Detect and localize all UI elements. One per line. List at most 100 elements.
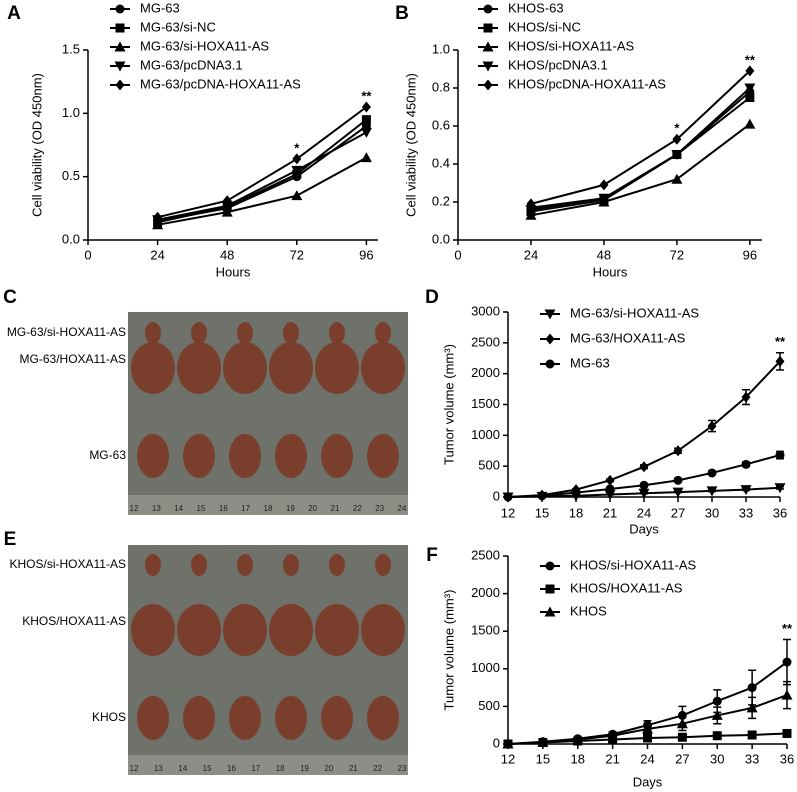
ruler-number: 19 [286, 504, 295, 513]
ruler-number: 20 [324, 764, 333, 773]
marker [605, 474, 615, 486]
x-axis-label: Hours [593, 264, 628, 279]
tumor [367, 696, 399, 740]
marker [744, 118, 756, 129]
legend-label: MG-63 [570, 355, 610, 370]
tumor [269, 604, 313, 656]
x-tick-label: 15 [535, 505, 549, 520]
marker [115, 79, 125, 91]
marker [598, 193, 610, 204]
x-tick-label: 36 [780, 751, 794, 766]
y-tick-label: 1500 [471, 396, 500, 411]
marker [782, 728, 792, 738]
tumor [183, 434, 215, 478]
marker [525, 205, 537, 216]
x-axis-label: Hours [216, 264, 251, 279]
tumor [177, 342, 221, 394]
marker [747, 730, 757, 740]
legend-label: KHOS/si-NC [508, 19, 581, 34]
x-tick-label: 96 [359, 247, 373, 262]
y-tick-label: 0.0 [62, 231, 80, 246]
ruler-number: 19 [300, 764, 309, 773]
series-line [157, 156, 367, 226]
tumor [229, 696, 261, 740]
x-tick-label: 12 [501, 751, 515, 766]
tumor [315, 342, 359, 394]
ruler-number: 21 [331, 504, 340, 513]
x-tick-label: 12 [501, 505, 515, 520]
ruler-number: 20 [308, 504, 317, 513]
ruler-number: 15 [203, 764, 212, 773]
marker [676, 718, 688, 729]
panel-label: D [425, 287, 439, 308]
marker [360, 152, 372, 163]
legend-label: MG-63/si-NC [140, 19, 216, 34]
tumor [269, 342, 313, 394]
legend-label: KHOS/HOXA11-AS [570, 580, 683, 595]
marker [502, 738, 514, 749]
tumor [321, 696, 353, 740]
marker [503, 492, 513, 502]
y-tick-label: 500 [478, 458, 500, 473]
marker [544, 309, 556, 320]
x-tick-label: 24 [640, 751, 654, 766]
marker [599, 179, 609, 191]
marker [114, 41, 126, 52]
marker [605, 484, 615, 494]
tumor [229, 434, 261, 478]
tumor [145, 322, 161, 344]
x-tick-label: 36 [773, 505, 787, 520]
marker [741, 459, 751, 469]
tumor [361, 342, 405, 394]
ruler-number: 24 [398, 504, 407, 513]
y-axis-label: Tumor volume (mm³) [441, 590, 456, 711]
marker [361, 115, 371, 125]
marker [545, 359, 555, 369]
x-tick-label: 33 [745, 751, 759, 766]
legend-label: KHOS/pcDNA3.1 [508, 57, 608, 72]
legend-label: MG-63/HOXA11-AS [570, 330, 686, 345]
marker [775, 355, 785, 367]
marker [745, 65, 755, 77]
y-tick-label: 1500 [471, 623, 500, 638]
legend-label: MG-63 [140, 0, 180, 15]
tumor [237, 322, 253, 344]
panel-label: B [395, 3, 409, 24]
ruler-number: 13 [152, 504, 161, 513]
marker [221, 206, 233, 217]
annotation: ** [775, 334, 786, 349]
legend-label: KHOS/pcDNA-HOXA11-AS [508, 76, 666, 91]
marker [741, 391, 751, 403]
ruler [128, 755, 408, 775]
y-tick-label: 2500 [471, 547, 500, 562]
x-tick-label: 30 [710, 751, 724, 766]
ruler-number: 18 [264, 504, 273, 513]
y-tick-label: 500 [478, 698, 500, 713]
tumor [375, 322, 391, 344]
x-tick-label: 24 [150, 247, 164, 262]
tumor [223, 342, 267, 394]
marker [712, 731, 722, 741]
x-tick-label: 0 [454, 247, 461, 262]
x-tick-label: 33 [739, 505, 753, 520]
ruler-number: 17 [241, 504, 250, 513]
marker [483, 4, 493, 14]
marker [545, 584, 555, 594]
ruler-number: 23 [398, 764, 407, 773]
y-tick-label: 1000 [471, 660, 500, 675]
tumor [137, 434, 169, 478]
y-tick-label: 1.0 [432, 41, 450, 56]
y-tick-label: 0.2 [432, 193, 450, 208]
marker [782, 657, 792, 667]
marker [747, 683, 757, 693]
x-tick-label: 21 [605, 751, 619, 766]
marker [292, 153, 302, 165]
legend-label: MG-63/pcDNA3.1 [140, 57, 243, 72]
y-tick-label: 1.0 [62, 105, 80, 120]
marker [671, 150, 683, 160]
marker [572, 733, 584, 744]
series-line [507, 360, 781, 498]
marker [291, 165, 303, 176]
marker [115, 4, 125, 14]
marker [483, 23, 493, 33]
